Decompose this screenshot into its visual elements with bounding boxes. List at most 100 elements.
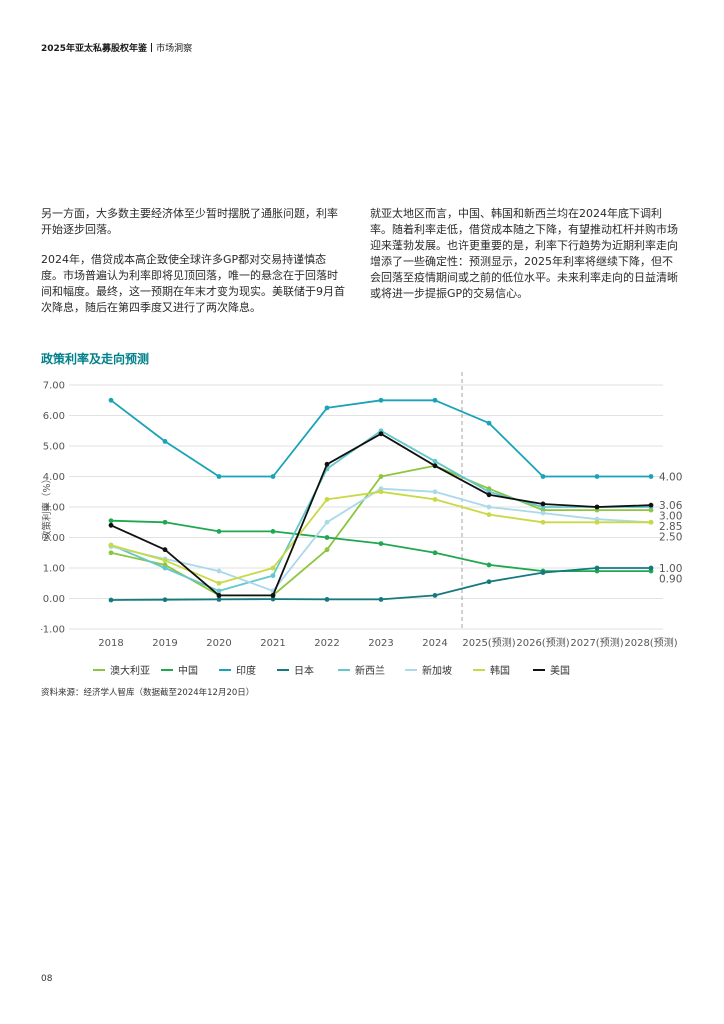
- x-tick-label: 2023: [368, 638, 393, 649]
- chart-title: 政策利率及走向预测: [41, 352, 150, 366]
- legend-label: 美国: [550, 664, 570, 677]
- legend-label: 新加坡: [422, 664, 452, 677]
- end-value-label: 3.00: [659, 511, 682, 523]
- data-point: [432, 496, 438, 502]
- y-tick-label: 6.00: [43, 411, 65, 422]
- report-title: 2025年亚太私募股权年鉴: [41, 44, 148, 54]
- section-name: 市场洞察: [156, 44, 193, 54]
- data-point: [216, 529, 222, 534]
- data-point: [270, 565, 276, 571]
- end-value-label: 2.50: [659, 532, 682, 544]
- end-value-label: 0.90: [659, 574, 682, 586]
- body-text-left: 另一方面，大多数主要经济体至少暂时摆脱了通胀问题，利率开始逐步回落。 2024年…: [41, 206, 347, 330]
- data-point: [378, 489, 384, 495]
- end-value-label: 4.00: [659, 472, 682, 484]
- x-tick-label: 2018: [98, 638, 123, 649]
- data-point: [378, 474, 384, 479]
- data-point: [108, 542, 114, 548]
- y-tick-label: 3.00: [43, 503, 65, 514]
- end-value-label: 1.00: [659, 563, 682, 575]
- data-point: [432, 593, 438, 598]
- data-point: [324, 405, 330, 411]
- data-point: [432, 397, 438, 403]
- data-point: [270, 596, 276, 602]
- data-point: [648, 519, 654, 525]
- data-point: [594, 504, 600, 510]
- data-point: [432, 458, 438, 464]
- y-tick-label: 5.00: [43, 442, 65, 453]
- data-point: [594, 519, 600, 525]
- y-tick-label: -1.00: [41, 625, 65, 636]
- data-point: [432, 463, 438, 469]
- paragraph: 就亚太地区而言，中国、韩国和新西兰均在2024年底下调利率。随着利率走低，借贷成…: [370, 207, 678, 300]
- x-tick-label: 2028(预测): [624, 636, 677, 649]
- data-point: [486, 492, 492, 498]
- data-point: [216, 568, 222, 574]
- data-point: [486, 420, 492, 426]
- legend-label: 印度: [236, 664, 256, 677]
- data-point: [486, 504, 492, 510]
- data-point: [324, 496, 330, 502]
- data-point: [162, 597, 168, 603]
- data-point: [108, 397, 114, 403]
- data-point: [648, 502, 654, 508]
- series-line: [110, 487, 652, 592]
- data-point: [540, 510, 546, 516]
- y-tick-label: 1.00: [43, 564, 65, 575]
- data-point: [162, 519, 168, 525]
- x-tick-label: 2024: [422, 638, 447, 649]
- data-point: [324, 461, 330, 467]
- end-value-label: 2.85: [659, 521, 682, 533]
- page-header: 2025年亚太私募股权年鉴 市场洞察: [41, 41, 192, 54]
- series-line: [110, 399, 651, 478]
- legend-label: 中国: [178, 664, 198, 677]
- data-point: [324, 535, 330, 540]
- data-point: [108, 550, 114, 556]
- legend-label: 日本: [294, 664, 314, 677]
- x-tick-label: 2021: [260, 638, 285, 649]
- x-tick-label: 2022: [314, 638, 339, 649]
- legend-label: 新西兰: [355, 664, 385, 677]
- legend-label: 澳大利亚: [110, 664, 150, 677]
- x-tick-label: 2020: [206, 638, 231, 649]
- data-point: [594, 565, 600, 571]
- data-point: [108, 597, 114, 603]
- x-tick-label: 2026(预测): [516, 636, 569, 649]
- data-point: [270, 529, 276, 534]
- legend-label: 韩国: [490, 664, 510, 677]
- data-point: [648, 474, 654, 479]
- data-point: [108, 522, 114, 528]
- data-point: [216, 474, 222, 479]
- data-point: [432, 489, 438, 495]
- y-tick-label: 2.00: [43, 533, 65, 544]
- data-point: [540, 570, 546, 575]
- body-text-right: 就亚太地区而言，中国、韩国和新西兰均在2024年底下调利率。随着利率走低，借贷成…: [370, 206, 682, 316]
- paragraph: 2024年，借贷成本高企致使全球许多GP都对交易持谨慎态度。市场普遍认为利率即将…: [41, 253, 345, 314]
- data-point: [378, 597, 384, 602]
- y-tick-label: 7.00: [43, 381, 65, 392]
- data-point: [162, 565, 168, 571]
- source-note: 资料来源：经济学人智库（数据截至2024年12月20日）: [41, 688, 255, 698]
- data-point: [486, 579, 492, 585]
- data-point: [270, 474, 276, 479]
- data-point: [540, 519, 546, 525]
- y-tick-label: 4.00: [43, 472, 65, 483]
- data-point: [378, 397, 384, 403]
- data-point: [432, 550, 438, 556]
- data-point: [216, 588, 222, 594]
- x-tick-label: 2025(预测): [462, 636, 515, 649]
- data-point: [162, 439, 168, 444]
- data-point: [162, 557, 168, 563]
- data-point: [324, 519, 330, 525]
- data-point: [216, 580, 222, 586]
- data-point: [216, 597, 222, 602]
- data-point: [594, 474, 600, 479]
- x-tick-label: 2027(预测): [570, 636, 623, 649]
- data-point: [378, 541, 384, 546]
- y-axis-title: 政策利率（%）: [41, 474, 53, 540]
- data-point: [486, 562, 492, 568]
- series-line: [110, 464, 651, 597]
- data-point: [540, 474, 546, 479]
- data-point: [540, 501, 546, 507]
- data-point: [324, 547, 330, 553]
